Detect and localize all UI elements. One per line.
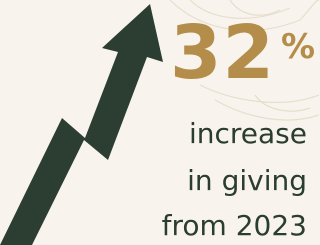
caption-line: from 2023 xyxy=(162,212,307,240)
stat-value: 32 xyxy=(170,16,275,90)
caption-line: increase xyxy=(189,120,307,148)
stat-unit: % xyxy=(281,30,315,64)
caption-line: in giving xyxy=(187,167,307,195)
infographic: 32 % increase in giving from 2023 xyxy=(0,0,319,245)
arrow xyxy=(0,4,163,245)
